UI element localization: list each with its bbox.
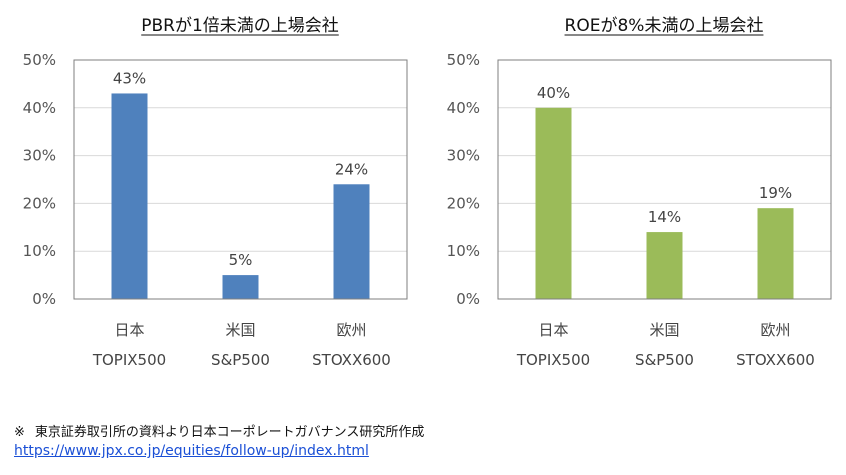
y-tick-label: 0% xyxy=(32,290,56,308)
source-link[interactable]: https://www.jpx.co.jp/equities/follow-up… xyxy=(14,443,369,459)
category-label: 米国 xyxy=(225,321,255,339)
category-label: TOPIX500 xyxy=(516,351,590,369)
data-label: 14% xyxy=(648,208,681,226)
chart-title: PBRが1倍未満の上場会社 xyxy=(141,16,339,36)
chart-title: ROEが8%未満の上場会社 xyxy=(565,16,764,36)
bar xyxy=(535,107,572,299)
category-label: 日本 xyxy=(538,321,568,339)
category-label: STOXX600 xyxy=(736,351,815,369)
bar xyxy=(757,208,794,299)
data-label: 43% xyxy=(113,69,146,87)
plot-frame xyxy=(73,59,408,300)
category-label: 日本 xyxy=(114,321,144,339)
y-tick-label: 50% xyxy=(447,51,480,69)
category-label: S&P500 xyxy=(211,351,270,369)
category-label: TOPIX500 xyxy=(92,351,166,369)
y-tick-label: 10% xyxy=(447,242,480,260)
plot-frame xyxy=(497,59,832,300)
category-label: STOXX600 xyxy=(312,351,391,369)
data-label: 40% xyxy=(537,84,570,102)
y-tick-label: 10% xyxy=(23,242,56,260)
note-mark: ※ xyxy=(14,425,25,440)
y-tick-label: 20% xyxy=(23,194,56,212)
y-tick-label: 20% xyxy=(447,194,480,212)
y-tick-label: 40% xyxy=(447,99,480,117)
charts-figure: PBRが1倍未満の上場会社 0% 10% 20% 30% 40% 50% 43% 日本 TOPIX… xyxy=(23,16,832,369)
bar xyxy=(222,275,259,299)
y-tick-label: 30% xyxy=(23,147,56,165)
bar xyxy=(111,93,148,300)
bar xyxy=(646,232,683,299)
category-label: S&P500 xyxy=(635,351,694,369)
source-note: ※ 東京証券取引所の資料より日本コーポレートガバナンス研究所作成 xyxy=(14,421,424,440)
y-tick-label: 30% xyxy=(447,147,480,165)
bar xyxy=(333,184,370,299)
category-label: 米国 xyxy=(649,321,679,339)
y-tick-label: 50% xyxy=(23,51,56,69)
data-label: 5% xyxy=(229,251,253,269)
data-label: 24% xyxy=(335,160,368,178)
y-tick-label: 0% xyxy=(456,290,480,308)
category-label: 欧州 xyxy=(760,321,790,339)
data-label: 19% xyxy=(759,184,792,202)
y-tick-label: 40% xyxy=(23,99,56,117)
note-text: 東京証券取引所の資料より日本コーポレートガバナンス研究所作成 xyxy=(34,425,425,440)
category-label: 欧州 xyxy=(336,321,366,339)
